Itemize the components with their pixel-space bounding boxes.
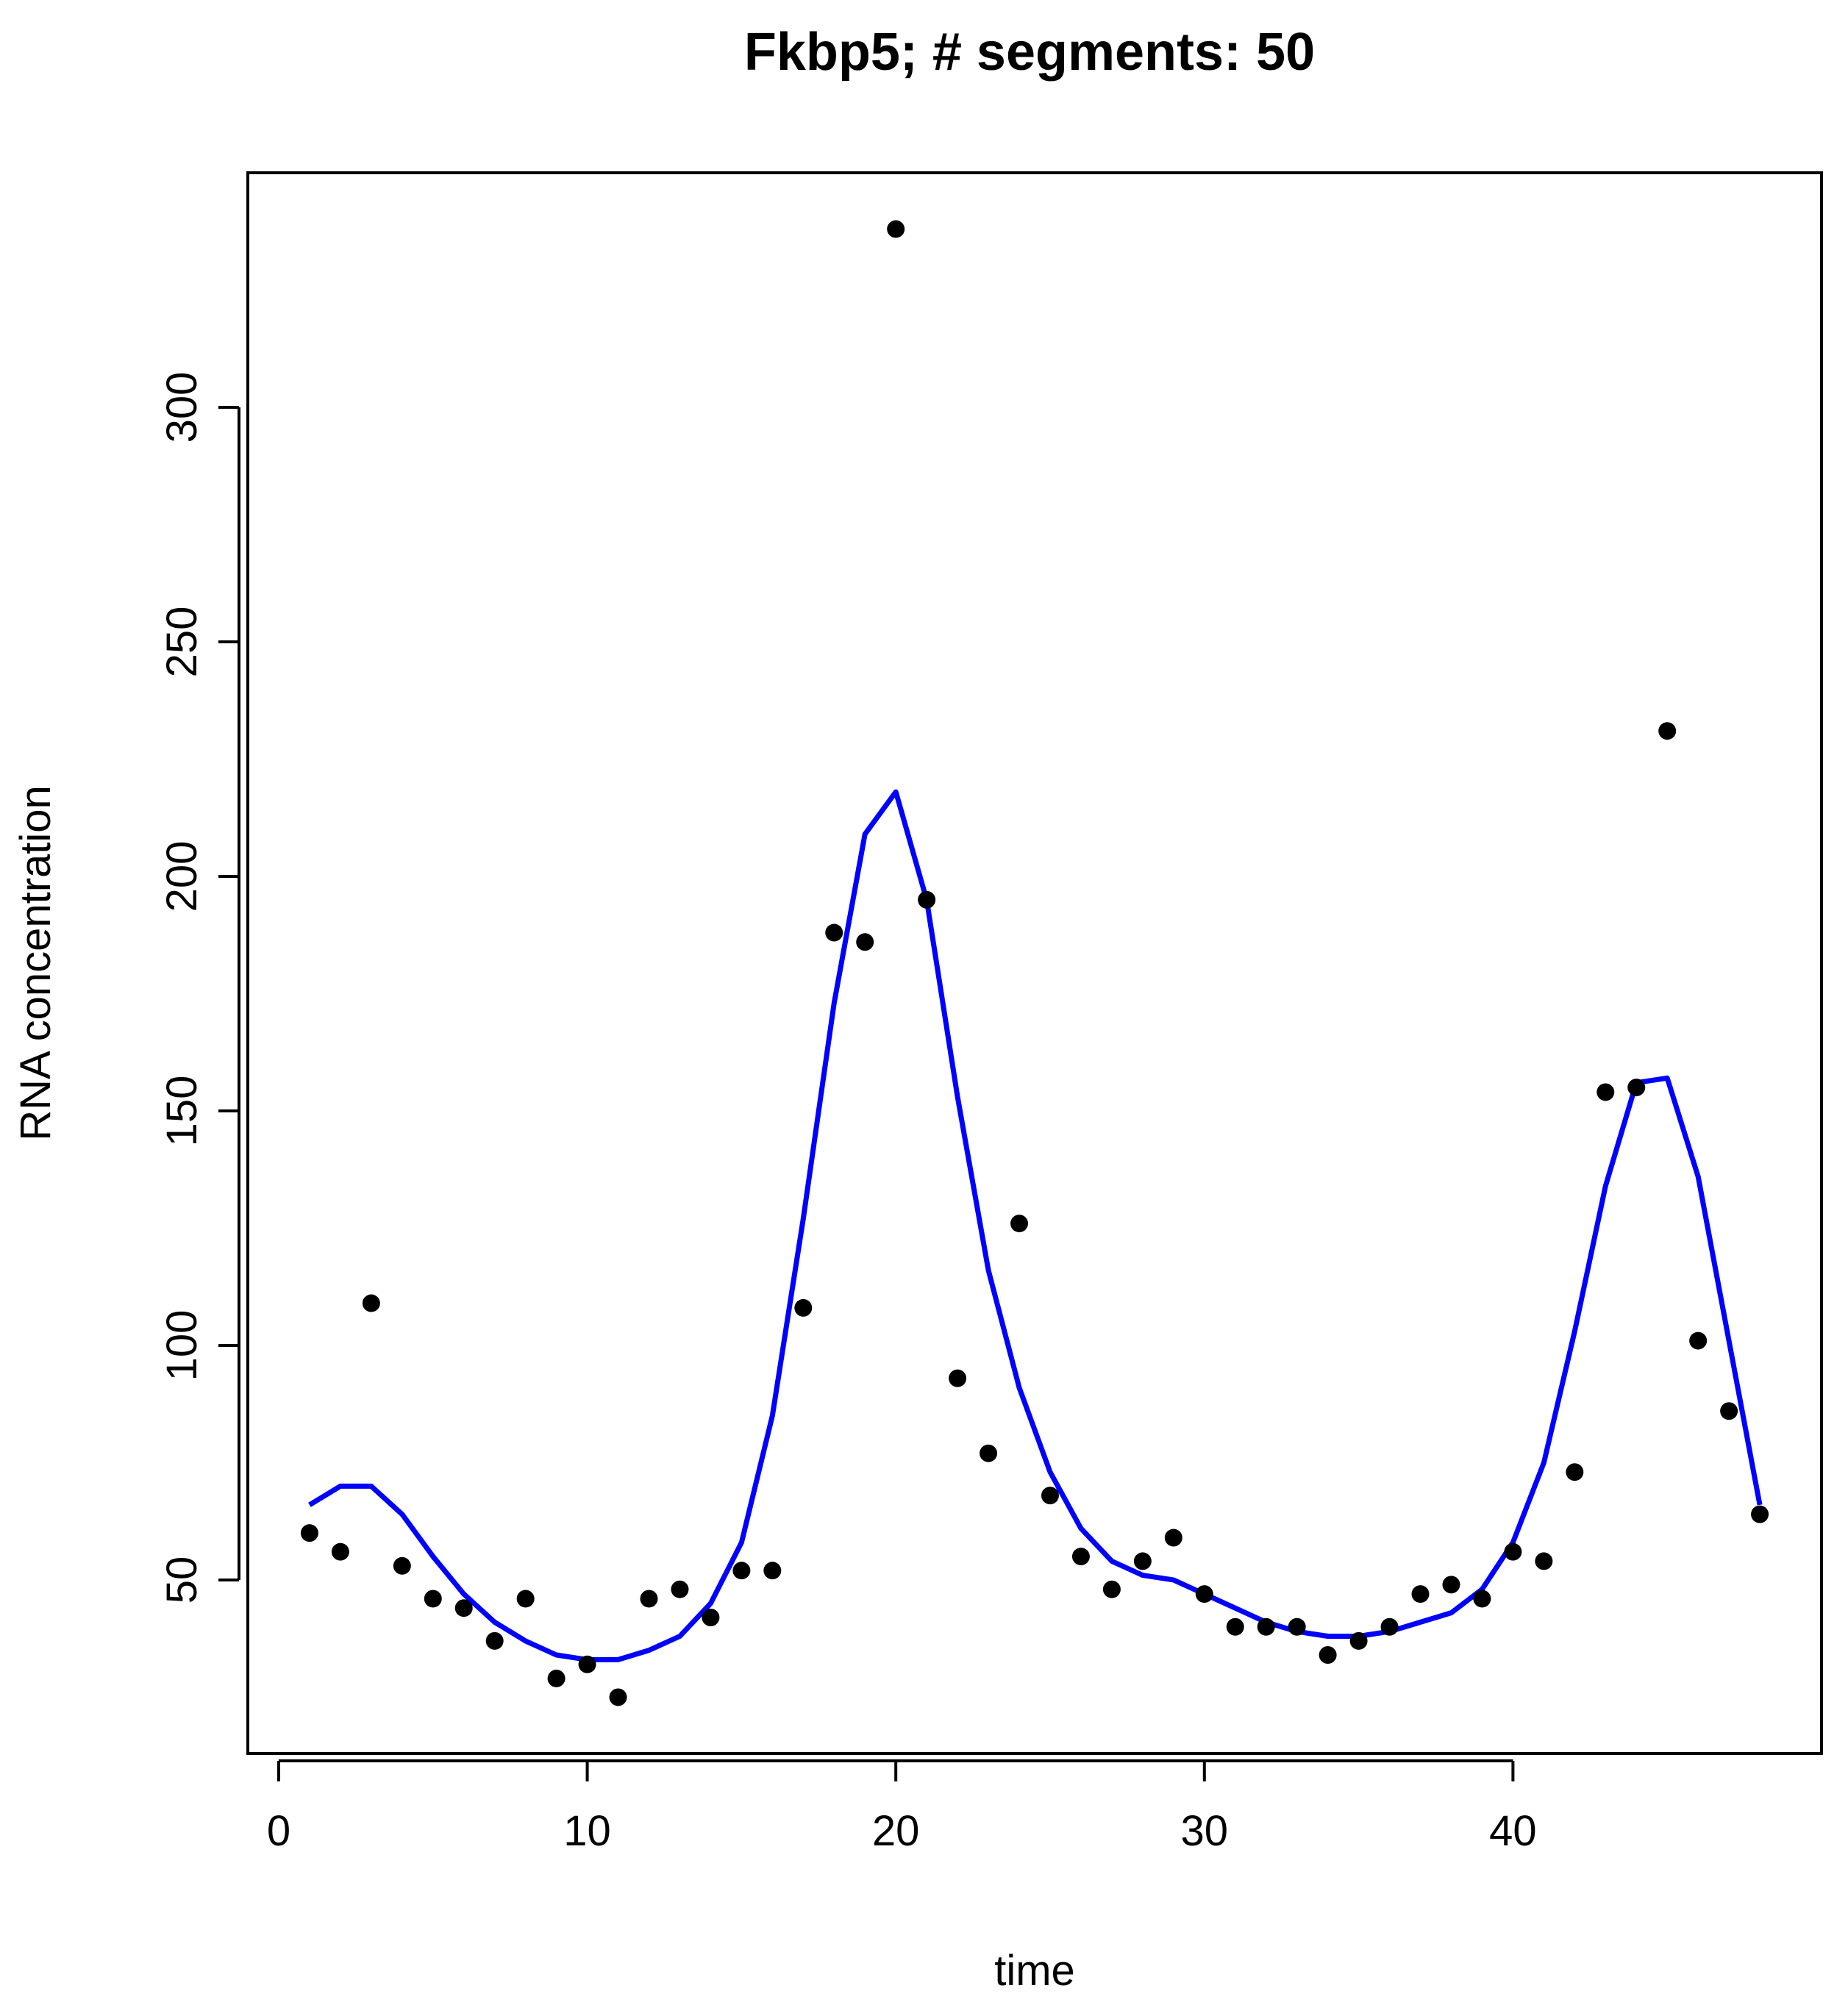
data-point [1349, 1631, 1368, 1650]
data-point [1720, 1402, 1738, 1420]
data-point [1226, 1617, 1244, 1636]
data-point [1319, 1646, 1337, 1665]
y-tick-label: 200 [158, 841, 206, 912]
x-tick-label: 30 [1181, 1807, 1229, 1855]
data-point [424, 1590, 442, 1608]
y-tick-label: 100 [158, 1310, 206, 1381]
data-point [1751, 1505, 1769, 1523]
x-tick-label: 20 [872, 1807, 920, 1855]
data-point [1071, 1548, 1090, 1566]
y-ticks: 50 100 150 200 250 300 [158, 372, 239, 1604]
data-point [856, 933, 874, 951]
data-point [918, 890, 936, 909]
data-point [980, 1444, 998, 1462]
data-point [887, 220, 905, 238]
data-point [547, 1669, 566, 1687]
data-point [1380, 1617, 1399, 1636]
data-point [1010, 1215, 1029, 1233]
data-point [1411, 1585, 1430, 1604]
data-point [393, 1556, 411, 1575]
data-point [1288, 1617, 1306, 1636]
data-point [609, 1688, 627, 1706]
data-point [485, 1631, 504, 1650]
data-point [1257, 1617, 1275, 1636]
data-point [825, 923, 843, 942]
data-point [794, 1298, 813, 1317]
y-tick-label: 250 [158, 607, 206, 678]
data-point [1133, 1552, 1152, 1570]
data-point [1041, 1487, 1059, 1505]
data-point [454, 1599, 473, 1617]
data-point [1689, 1331, 1708, 1350]
fit-line [308, 789, 1763, 1662]
data-point [1504, 1542, 1522, 1561]
data-point [331, 1542, 349, 1561]
data-point [640, 1590, 658, 1608]
data-point [362, 1294, 380, 1312]
data-point [763, 1562, 782, 1580]
data-point [671, 1580, 689, 1598]
data-point [732, 1562, 751, 1580]
y-tick-label: 150 [158, 1076, 206, 1147]
data-point [1566, 1463, 1584, 1481]
y-tick-label: 50 [158, 1556, 206, 1604]
x-tick-label: 40 [1489, 1807, 1537, 1855]
x-tick-label: 10 [563, 1807, 611, 1855]
data-point [1195, 1585, 1213, 1604]
y-axis-label: RNA concentration [12, 785, 60, 1141]
chart-title: Fkbp5; # segments: 50 [744, 23, 1315, 82]
data-point [1658, 722, 1677, 740]
y-tick-label: 300 [158, 372, 206, 443]
data-point [578, 1655, 596, 1673]
data-point [949, 1369, 967, 1387]
data-point [1473, 1590, 1491, 1608]
plot-frame [246, 171, 1823, 1755]
x-ticks: 0 10 20 30 40 [267, 1761, 1537, 1855]
data-point [1164, 1529, 1182, 1547]
data-point [1597, 1083, 1615, 1101]
data-point [1442, 1576, 1460, 1594]
data-point [1535, 1552, 1553, 1570]
data-point [1102, 1580, 1121, 1598]
data-point [1627, 1079, 1646, 1097]
fit-line-group [308, 789, 1763, 1662]
data-point [702, 1608, 720, 1626]
data-point [300, 1524, 318, 1542]
x-tick-label: 0 [267, 1807, 290, 1855]
x-axis-label: time [994, 1947, 1075, 1995]
data-point [516, 1590, 535, 1608]
points-group [300, 220, 1769, 1706]
